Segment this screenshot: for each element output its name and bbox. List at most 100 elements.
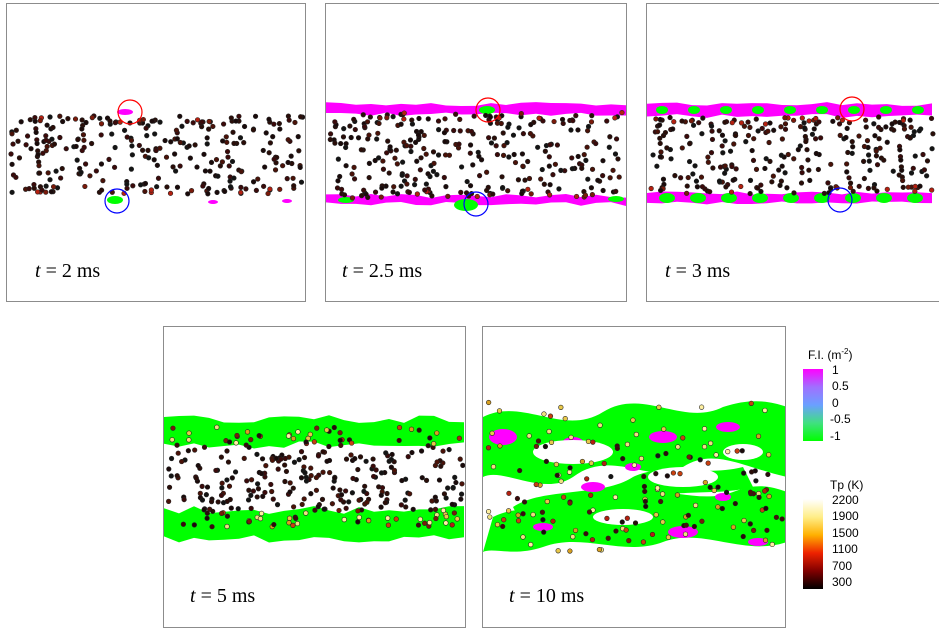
particle <box>140 147 146 153</box>
particle <box>873 153 880 159</box>
particle <box>505 124 511 130</box>
particle <box>74 157 80 163</box>
particle <box>227 178 233 184</box>
flame-region <box>876 193 892 203</box>
particle <box>877 145 883 151</box>
particle <box>572 527 579 534</box>
particle <box>619 109 625 116</box>
particle <box>837 132 843 138</box>
particle <box>291 183 297 189</box>
particle <box>409 449 415 456</box>
particle <box>271 521 277 528</box>
particle <box>124 185 130 191</box>
particle <box>770 173 776 179</box>
particle <box>813 115 819 122</box>
particle <box>36 163 42 169</box>
particle <box>297 164 303 170</box>
particle <box>867 167 873 173</box>
particle <box>907 135 913 141</box>
particle <box>674 492 681 498</box>
particle <box>550 172 556 178</box>
particle <box>376 120 382 127</box>
particle <box>660 491 666 497</box>
particle <box>204 515 210 521</box>
particle <box>9 189 15 195</box>
particle-field <box>483 399 785 554</box>
particle <box>686 158 693 165</box>
particle <box>142 180 149 187</box>
particle <box>315 504 321 510</box>
particle <box>739 448 745 454</box>
particle <box>47 177 53 183</box>
particle <box>585 176 591 182</box>
particle <box>59 165 65 172</box>
particle <box>701 444 708 450</box>
particle <box>741 517 747 524</box>
particle <box>145 147 151 153</box>
particle <box>707 484 713 490</box>
particle <box>421 145 427 152</box>
particle <box>337 487 343 493</box>
particle <box>422 520 428 526</box>
particle <box>328 131 334 137</box>
particle <box>538 176 544 182</box>
particle <box>385 138 391 144</box>
particle <box>751 136 757 142</box>
particle <box>734 448 740 454</box>
particle <box>129 152 135 158</box>
unburnt-region <box>593 509 653 525</box>
particle <box>138 182 144 188</box>
particle <box>878 126 884 133</box>
particle <box>719 132 726 138</box>
particle <box>585 438 592 445</box>
particle <box>210 508 216 514</box>
particle <box>241 455 247 461</box>
particle <box>748 400 754 406</box>
particle <box>547 182 553 188</box>
particle <box>558 404 564 410</box>
particle <box>685 174 691 181</box>
particle <box>776 167 782 173</box>
particle <box>804 147 810 153</box>
particle <box>738 183 744 190</box>
particle <box>360 112 366 118</box>
time-label: t = 2.5 ms <box>342 260 423 282</box>
highlight-circle <box>827 187 853 213</box>
particle <box>769 541 775 548</box>
particle <box>658 149 664 155</box>
particle <box>173 127 180 133</box>
particle <box>650 152 656 158</box>
particle <box>341 517 347 523</box>
particle <box>632 520 639 526</box>
particle <box>540 118 546 124</box>
particle <box>900 177 906 184</box>
particle <box>821 190 827 196</box>
particle <box>286 520 292 526</box>
particle <box>379 185 385 191</box>
particle <box>177 113 183 119</box>
particle <box>335 156 341 162</box>
particle <box>288 153 294 159</box>
particle <box>168 139 174 145</box>
particle <box>151 157 157 163</box>
particle <box>404 143 410 149</box>
particle <box>53 168 59 174</box>
particle <box>236 113 242 119</box>
particle <box>457 456 463 462</box>
particle <box>359 193 365 199</box>
particle <box>771 127 777 133</box>
particle <box>728 189 735 195</box>
particle <box>343 505 349 511</box>
particle <box>112 144 118 151</box>
particle <box>484 187 490 194</box>
particle <box>149 118 155 124</box>
particle <box>559 116 566 123</box>
particle <box>33 129 39 136</box>
particle <box>164 184 170 190</box>
particle <box>656 122 662 128</box>
particle <box>458 189 464 195</box>
particle <box>747 521 753 527</box>
particle <box>414 158 420 164</box>
particle <box>542 148 548 154</box>
particle <box>355 519 361 525</box>
